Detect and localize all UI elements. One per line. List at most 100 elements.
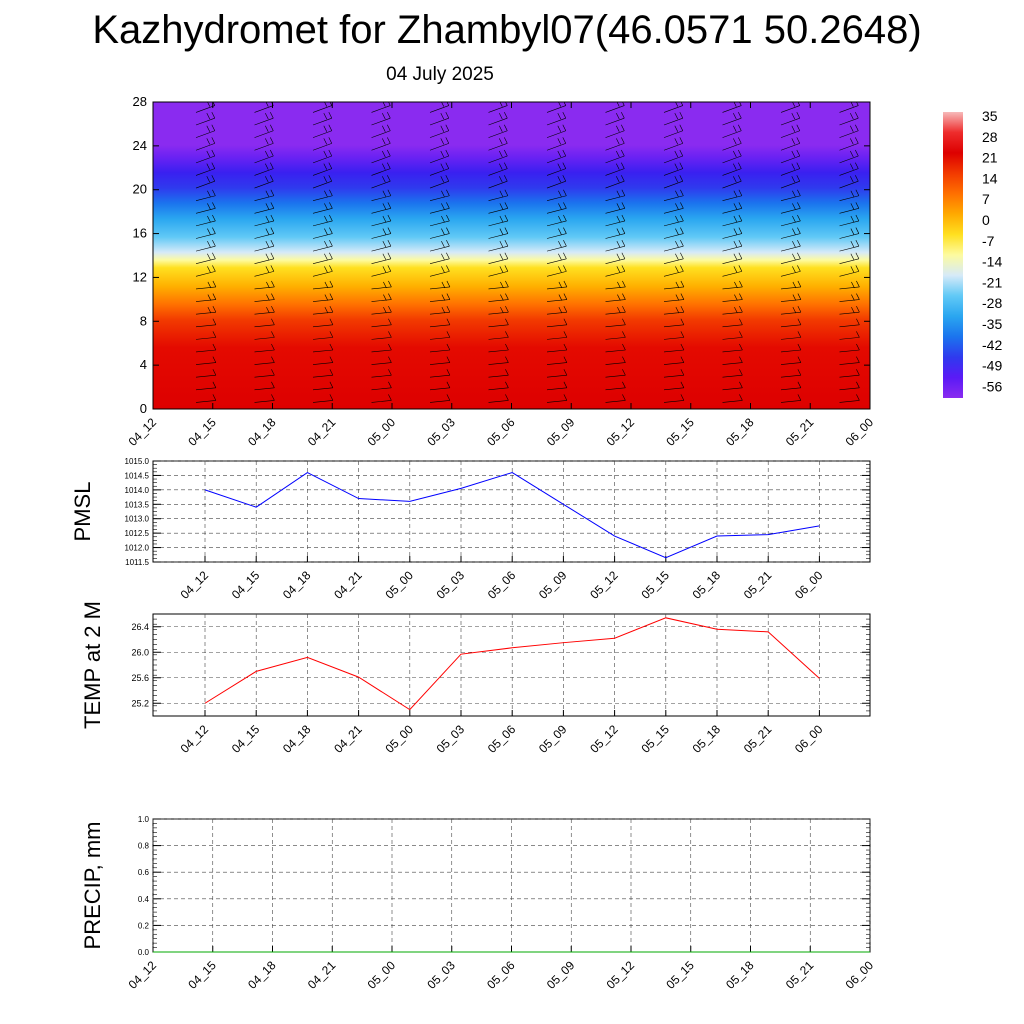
wind-barb-flag: [792, 253, 796, 260]
wind-barb-flag: [446, 189, 450, 196]
wind-barb-flag: [270, 252, 275, 259]
heatmap-ytick-label: 12: [133, 269, 147, 284]
wind-barb-flag: [796, 112, 801, 119]
wind-barb-flag: [558, 228, 562, 235]
wind-barb-flag: [329, 240, 333, 247]
wind-barb: [312, 271, 333, 277]
wind-barb-flag: [675, 203, 679, 210]
wind-barb-flag: [324, 228, 328, 235]
wind-barb-flag: [856, 356, 860, 363]
wind-barb-flag: [792, 228, 796, 235]
wind-barb-flag: [382, 203, 387, 210]
wind-barb-flag: [909, 164, 912, 170]
wind-barb-flag: [441, 203, 445, 210]
wind-barb-flag: [792, 307, 797, 314]
wind-barb-flag: [915, 382, 918, 388]
wind-barb-flag: [212, 280, 217, 288]
pmsl-ytick-label: 1014.0: [125, 486, 150, 495]
wind-barb: [488, 208, 508, 214]
pmsl-ytick-label: 1012.5: [125, 529, 150, 538]
wind-barb-flag: [206, 176, 211, 183]
temp-xtick-label: 05_18: [690, 722, 724, 756]
wind-barb-flag: [387, 265, 392, 272]
wind-barb-flag: [563, 189, 567, 196]
wind-barb-flag: [797, 306, 802, 313]
wind-barb: [195, 155, 215, 164]
wind-barb: [898, 271, 917, 276]
wind-barb-flag: [265, 215, 270, 223]
wind-barb-flag: [622, 356, 626, 363]
wind-barb: [254, 195, 274, 201]
wind-barb-flag: [680, 202, 684, 209]
precip-xtick-label: 04_21: [305, 958, 339, 992]
wind-barb-flag: [914, 228, 917, 234]
wind-barb: [546, 299, 567, 302]
wind-barb-flag: [850, 163, 854, 170]
wind-barb-flag: [617, 281, 621, 289]
wind-barb-flag: [504, 252, 509, 259]
wind-barb-flag: [616, 150, 620, 158]
wind-barb: [371, 208, 391, 214]
wind-barb-flag: [909, 203, 912, 209]
wind-barb-flag: [738, 202, 743, 209]
colorbar-label: 35: [982, 108, 998, 124]
wind-barb: [254, 286, 275, 290]
wind-barb: [429, 233, 450, 239]
wind-barb: [488, 271, 508, 277]
heatmap-xtick-label: 05_12: [604, 415, 638, 449]
wind-barb-flag: [270, 240, 275, 247]
pmsl-ytick-label: 1014.5: [125, 471, 150, 480]
wind-barb-flag: [557, 150, 562, 158]
wind-barb-flag: [855, 124, 859, 131]
wind-barb: [605, 286, 626, 290]
wind-barb: [312, 324, 333, 328]
wind-barb-flag: [675, 307, 680, 314]
wind-barb: [605, 324, 626, 328]
wind-barb-flag: [679, 124, 684, 131]
wind-barb-flag: [440, 176, 445, 183]
wind-barb-flag: [796, 137, 801, 144]
wind-barb: [780, 387, 801, 391]
wind-barb: [488, 195, 508, 201]
wind-barb: [663, 143, 683, 151]
wind-barb-flag: [382, 215, 387, 223]
wind-barb-flag: [504, 214, 509, 222]
wind-barb-flag: [851, 294, 855, 301]
wind-barb-flag: [499, 203, 504, 210]
temp-xtick-label: 04_21: [331, 722, 365, 756]
temp-xtick-label: 05_06: [485, 722, 519, 756]
wind-barb-flag: [265, 176, 269, 183]
wind-barb-flag: [211, 175, 216, 182]
wind-barb-flag: [734, 281, 738, 289]
wind-barb-flag: [505, 306, 509, 313]
wind-barb-flag: [914, 163, 917, 169]
wind-barb-flag: [739, 331, 743, 338]
wind-barb: [546, 245, 567, 252]
wind-barb-flag: [558, 203, 562, 210]
wind-barb-flag: [915, 306, 918, 312]
colorbar: 35 28 21 14 7 0 -7 -14 -21 -28 -35 -42 -49 -56: [943, 108, 1002, 398]
wind-barb-flag: [733, 266, 738, 273]
heatmap-xtick-label: 05_21: [783, 415, 817, 449]
wind-barb-flag: [329, 343, 334, 351]
wind-barb-flag: [440, 113, 445, 120]
wind-barb: [722, 143, 742, 151]
wind-barb-flag: [680, 343, 685, 351]
wind-barb: [605, 180, 625, 189]
wind-barb-flag: [323, 150, 328, 158]
wind-barb-flag: [270, 112, 274, 119]
wind-barb-flag: [796, 149, 801, 157]
wind-barb-flag: [445, 112, 450, 119]
wind-barb: [488, 286, 509, 290]
wind-barb-flag: [441, 281, 446, 289]
wind-barbs: [195, 102, 918, 403]
wind-barb-flag: [323, 125, 328, 132]
wind-barb: [605, 299, 626, 302]
wind-barb-flag: [212, 202, 216, 209]
wind-barb-flag: [855, 265, 860, 272]
wind-barb-flag: [387, 202, 392, 209]
wind-barb: [371, 349, 392, 353]
wind-barb: [488, 374, 509, 378]
wind-barb-flag: [387, 137, 391, 144]
wind-barb-flag: [505, 280, 509, 288]
